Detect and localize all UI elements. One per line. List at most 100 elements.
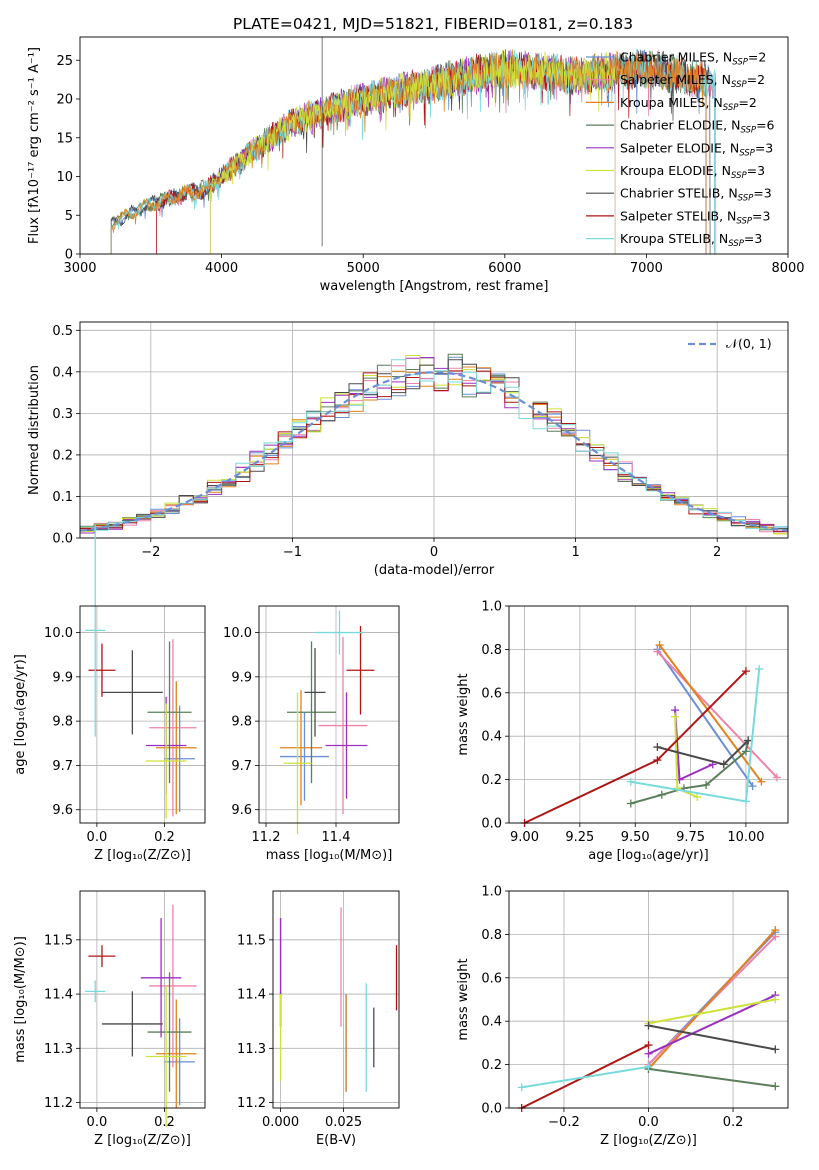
y-tick-label: 20 (56, 93, 73, 108)
y-tick-label: 25 (56, 54, 73, 69)
legend-label: Chabrier MILES, NSSP=2 (620, 50, 766, 68)
weight-marker (644, 1049, 653, 1058)
y-axis-label: Flux [fλ10⁻¹⁷ erg cm⁻² s⁻¹ A⁻¹] (27, 47, 42, 244)
residual-histogram-panel: −2 −1 0 1 2 0.0 0.1 0.2 0.3 0.4 0.5 (data-model)/er… (27, 321, 789, 578)
x-axis-label: E(B-V) (316, 1133, 356, 1148)
x-tick-label: 0.000 (262, 1115, 299, 1130)
x-axis-label: Z [log₁₀(Z/Z⊙)] (600, 1133, 697, 1148)
weight-marker (644, 1021, 653, 1030)
y-tick-label: 9.6 (52, 803, 73, 818)
x-tick-label: −0.2 (548, 1115, 580, 1130)
x-tick-label: 9.00 (510, 830, 539, 845)
mass-vs-metallicity-panel: 0.0 0.2 11.2 11.3 11.4 11.5 Z [log₁₀(Z/Z⊙)] mas… (13, 890, 206, 1148)
y-axis-label: mass weight (456, 958, 471, 1040)
y-tick-label: 0.2 (52, 448, 73, 463)
weight-marker (748, 782, 757, 791)
x-tick-label: 2 (713, 545, 721, 560)
x-tick-label: 5000 (347, 261, 380, 276)
x-tick-label: 0.0 (87, 1115, 108, 1130)
mass-vs-extinction-panel: 0.000 0.025 11.2 11.3 11.4 11.5 E(B-V) (237, 890, 400, 1148)
weight-marker (771, 926, 780, 935)
y-tick-label: 0.1 (52, 490, 73, 505)
histogram-salpeter-stelib (80, 370, 788, 533)
mass-weight-vs-age-panel: 9.00 9.25 9.50 9.75 10.00 0.0 0.2 0.4 0.6 0.8 1.0 a… (456, 600, 789, 863)
weight-line-kroupa-elodie (648, 998, 776, 1025)
y-tick-label: 10 (56, 170, 73, 185)
y-tick-label: 9.8 (52, 715, 73, 730)
axes-frame (79, 36, 789, 255)
weight-marker (744, 736, 753, 745)
x-axis-label: wavelength [Angstrom, rest frame] (320, 279, 549, 294)
spectrum-line-kroupa-elodie (209, 49, 616, 254)
y-tick-label: 0.4 (481, 730, 502, 745)
y-tick-label: 11.3 (44, 1042, 73, 1057)
x-tick-label: −1 (283, 545, 302, 560)
legend-label: Kroupa STELIB, NSSP=3 (620, 231, 762, 249)
weight-marker (702, 781, 711, 790)
axes-frame (508, 890, 789, 1109)
y-tick-label: 0.0 (52, 532, 73, 547)
figure-title: PLATE=0421, MJD=51821, FIBERID=0181, z=0… (233, 15, 633, 33)
x-tick-label: 0.025 (325, 1115, 362, 1130)
weight-marker (757, 777, 766, 786)
x-tick-label: 4000 (205, 261, 238, 276)
weight-marker (517, 1083, 526, 1092)
weight-marker (653, 647, 662, 656)
axes-frame (508, 605, 789, 824)
x-tick-label: 0.2 (154, 1115, 175, 1130)
weight-line-chabrier-miles (656, 648, 754, 787)
histogram-salpeter-elodie (80, 357, 788, 534)
y-tick-label: 11.4 (44, 988, 73, 1003)
mass-weight-vs-metallicity-panel: −0.2 0.0 0.2 0.0 0.2 0.4 0.6 0.8 1.0 Z [log₁₀(Z/Z… (456, 885, 789, 1148)
weight-marker (657, 790, 666, 799)
weight-marker (771, 1082, 780, 1091)
x-tick-label: 0.2 (154, 830, 175, 845)
y-axis-label: Normed distribution (27, 365, 42, 495)
y-tick-label: 9.7 (231, 759, 252, 774)
axes-frame (79, 321, 789, 539)
y-tick-label: 0.8 (481, 643, 502, 658)
legend-label: Salpeter STELIB, NSSP=3 (620, 208, 770, 226)
weight-marker (755, 664, 764, 673)
weight-marker (655, 641, 664, 650)
legend-label: 𝒩(0, 1) (726, 336, 772, 351)
axes-frame (258, 605, 400, 824)
axes-frame (272, 890, 400, 1109)
x-tick-label: 0.0 (87, 830, 108, 845)
weight-marker (644, 1041, 653, 1050)
x-tick-label: 0.2 (723, 1115, 744, 1130)
x-axis-label: Z [log₁₀(Z/Z⊙)] (94, 848, 191, 863)
weight-line-salpeter-elodie (648, 994, 776, 1055)
y-axis-label: age [log₁₀(age/yr)] (13, 654, 28, 775)
y-tick-label: 0.0 (481, 1102, 502, 1117)
legend-label: Kroupa MILES, NSSP=2 (620, 95, 757, 113)
y-tick-label: 0.4 (52, 365, 73, 380)
y-tick-label: 15 (56, 131, 73, 146)
weight-marker (671, 712, 680, 721)
x-tick-label: 9.50 (621, 830, 650, 845)
x-tick-label: 0.0 (638, 1115, 659, 1130)
x-tick-label: 10.00 (727, 830, 764, 845)
y-tick-label: 9.7 (52, 759, 73, 774)
x-tick-label: 9.25 (565, 830, 594, 845)
spectrum-line-kroupa-stelib (110, 48, 715, 254)
x-axis-label: (data-model)/error (374, 563, 495, 578)
spectrum-panel: 3000 4000 5000 6000 7000 8000 0 5 10 15 20 25 wavele… (27, 36, 805, 294)
legend-label: Chabrier ELODIE, NSSP=6 (620, 118, 775, 136)
x-tick-label: 6000 (488, 261, 521, 276)
weight-marker (772, 773, 781, 782)
weight-line-kroupa-miles (647, 929, 777, 1070)
weight-line-kroupa-stelib (521, 1065, 649, 1089)
y-tick-label: 0.3 (52, 407, 73, 422)
weight-marker (771, 1045, 780, 1054)
y-tick-label: 0.5 (52, 324, 73, 339)
y-tick-label: 10.0 (44, 626, 73, 641)
y-tick-label: 11.4 (237, 988, 266, 1003)
y-tick-label: 0.2 (481, 1058, 502, 1073)
weight-marker (626, 777, 635, 786)
y-tick-label: 9.9 (52, 670, 73, 685)
weight-line-salpeter-miles (656, 650, 778, 779)
y-tick-label: 0.2 (481, 773, 502, 788)
x-tick-label: 0 (430, 545, 438, 560)
y-tick-label: 10.0 (223, 626, 252, 641)
